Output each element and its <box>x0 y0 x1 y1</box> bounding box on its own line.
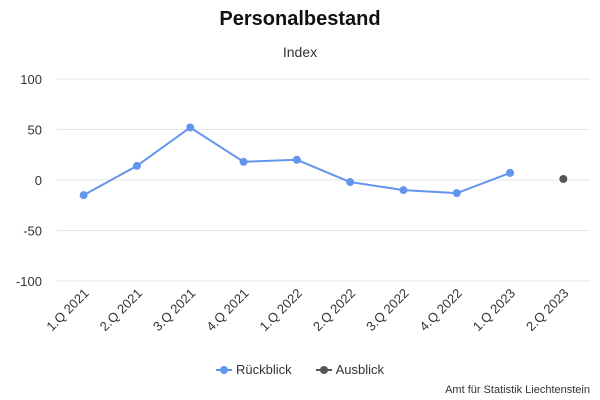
y-tick-label: 100 <box>20 72 42 87</box>
x-tick-label: 2.Q 2022 <box>310 286 358 334</box>
x-tick-label: 4.Q 2021 <box>203 286 251 334</box>
data-point <box>79 191 88 200</box>
legend-item-0[interactable]: Rückblick <box>215 362 292 377</box>
grid-lines <box>57 78 590 282</box>
y-tick-label: -50 <box>23 224 42 239</box>
x-tick-label: 2.Q 2021 <box>97 286 145 334</box>
data-point <box>186 123 195 132</box>
x-tick-label: 1.Q 2022 <box>257 286 305 334</box>
x-tick-label: 3.Q 2022 <box>363 286 411 334</box>
legend-label: Rückblick <box>235 362 292 377</box>
chart-subtitle: Index <box>282 44 318 60</box>
chart-title: Personalbestand <box>219 8 381 30</box>
data-point <box>239 157 248 166</box>
y-axis-ticks: 100 50 0 -50 -100 <box>16 72 42 289</box>
legend-marker-icon <box>215 365 232 375</box>
legend-marker-icon <box>315 365 332 375</box>
data-point <box>399 186 408 195</box>
x-tick-label: 2.Q 2023 <box>523 286 571 334</box>
data-point <box>559 174 568 183</box>
y-tick-label: -100 <box>16 274 42 289</box>
series <box>79 123 568 200</box>
data-point <box>292 155 301 164</box>
credits[interactable]: Amt für Statistik Liechtenstein <box>445 384 590 396</box>
legend-label: Ausblick <box>335 362 385 377</box>
x-tick-label: 3.Q 2021 <box>150 286 198 334</box>
legend-item-1[interactable]: Ausblick <box>315 362 385 377</box>
x-tick-label: 1.Q 2023 <box>470 286 518 334</box>
data-point <box>452 189 461 198</box>
y-tick-label: 50 <box>28 123 42 138</box>
data-point <box>346 178 355 187</box>
data-point <box>132 161 141 170</box>
y-tick-label: 0 <box>35 173 42 188</box>
x-axis-ticks: 1.Q 2021 2.Q 2021 3.Q 2021 4.Q 2021 1.Q 2022… <box>43 286 571 334</box>
data-point <box>506 168 515 177</box>
x-tick-label: 4.Q 2022 <box>416 286 464 334</box>
legend: Rückblick Ausblick <box>0 362 600 377</box>
x-tick-label: 1.Q 2021 <box>43 286 91 334</box>
